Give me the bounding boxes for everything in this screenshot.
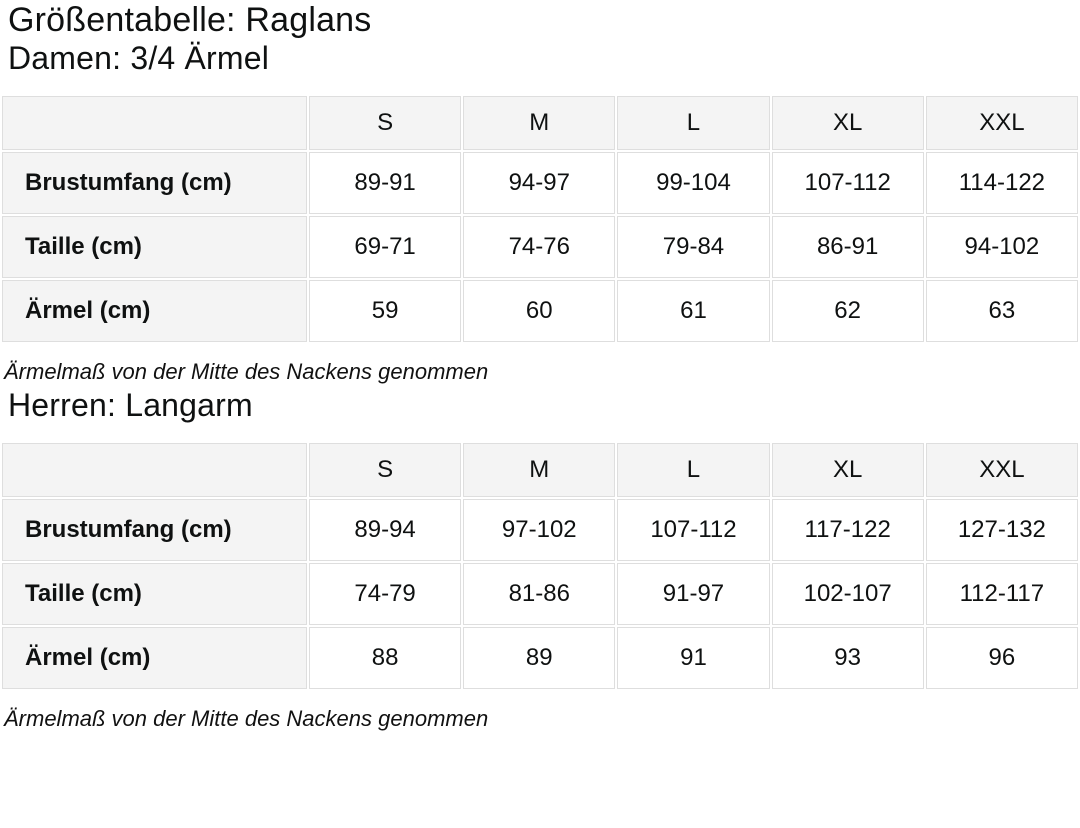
sleeve-measure-note-herren: Ärmelmaß von der Mitte des Nackens genom…: [4, 706, 489, 731]
table-row: Taille (cm) 74-79 81-86 91-97 102-107 112-117: [2, 563, 1078, 625]
measurement-value: 86-91: [771, 216, 924, 278]
measurement-value: 62: [771, 280, 924, 342]
size-column-header: XL: [771, 96, 924, 150]
measurement-value: 91: [617, 627, 770, 689]
size-header-row: S M L XL XXL: [2, 443, 1078, 497]
measurement-value: 102-107: [771, 563, 924, 625]
measurement-value: 112-117: [925, 563, 1078, 625]
measurement-value: 74-79: [309, 563, 462, 625]
size-header-row: S M L XL XXL: [2, 96, 1078, 150]
table-row: Taille (cm) 69-71 74-76 79-84 86-91 94-102: [2, 216, 1078, 278]
measurement-value: 61: [617, 280, 770, 342]
measurement-value: 60: [463, 280, 616, 342]
corner-cell: [2, 443, 307, 497]
measurement-value: 79-84: [617, 216, 770, 278]
measurement-label: Taille (cm): [2, 216, 307, 278]
size-column-header: S: [309, 96, 462, 150]
measurement-value: 81-86: [463, 563, 616, 625]
measurement-label: Brustumfang (cm): [2, 152, 307, 214]
section-herren: Herren: Langarm S M L XL XXL Brustumfang (cm…: [0, 386, 1080, 733]
measurement-value: 99-104: [617, 152, 770, 214]
measurement-value: 114-122: [925, 152, 1078, 214]
size-column-header: M: [463, 443, 616, 497]
table-row: Ärmel (cm) 59 60 61 62 63: [2, 280, 1078, 342]
size-column-header: L: [617, 96, 770, 150]
measurement-label: Ärmel (cm): [2, 280, 307, 342]
size-table-damen: S M L XL XXL Brustumfang (cm) 89-91 94-97 99-10…: [0, 94, 1080, 344]
measurement-label: Brustumfang (cm): [2, 499, 307, 561]
measurement-value: 96: [925, 627, 1078, 689]
table-row: Brustumfang (cm) 89-94 97-102 107-112 117-12…: [2, 499, 1078, 561]
page-title: Größentabelle: Raglans: [8, 1, 372, 39]
measurement-value: 91-97: [617, 563, 770, 625]
measurement-value: 69-71: [309, 216, 462, 278]
measurement-value: 107-112: [617, 499, 770, 561]
measurement-label: Taille (cm): [2, 563, 307, 625]
measurement-value: 127-132: [925, 499, 1078, 561]
size-column-header: M: [463, 96, 616, 150]
table-row: Brustumfang (cm) 89-91 94-97 99-104 107-112 1…: [2, 152, 1078, 214]
size-table-herren: S M L XL XXL Brustumfang (cm) 89-94 97-102 107-…: [0, 441, 1080, 691]
measurement-value: 89-91: [309, 152, 462, 214]
measurement-value: 89-94: [309, 499, 462, 561]
measurement-value: 93: [771, 627, 924, 689]
measurement-value: 63: [925, 280, 1078, 342]
size-column-header: XXL: [925, 443, 1078, 497]
table-row: Ärmel (cm) 88 89 91 93 96: [2, 627, 1078, 689]
size-column-header: S: [309, 443, 462, 497]
measurement-value: 88: [309, 627, 462, 689]
measurement-value: 117-122: [771, 499, 924, 561]
measurement-value: 97-102: [463, 499, 616, 561]
section-damen: Damen: 3/4 Ärmel S M L XL XXL Brustumfang (c…: [0, 39, 1080, 386]
measurement-value: 89: [463, 627, 616, 689]
size-column-header: XXL: [925, 96, 1078, 150]
size-column-header: L: [617, 443, 770, 497]
measurement-value: 107-112: [771, 152, 924, 214]
section-heading-herren: Herren: Langarm: [8, 387, 253, 423]
corner-cell: [2, 96, 307, 150]
measurement-value: 59: [309, 280, 462, 342]
measurement-value: 74-76: [463, 216, 616, 278]
measurement-label: Ärmel (cm): [2, 627, 307, 689]
section-heading-damen: Damen: 3/4 Ärmel: [8, 40, 270, 76]
measurement-value: 94-97: [463, 152, 616, 214]
sleeve-measure-note-damen: Ärmelmaß von der Mitte des Nackens genom…: [4, 359, 489, 384]
size-column-header: XL: [771, 443, 924, 497]
measurement-value: 94-102: [925, 216, 1078, 278]
